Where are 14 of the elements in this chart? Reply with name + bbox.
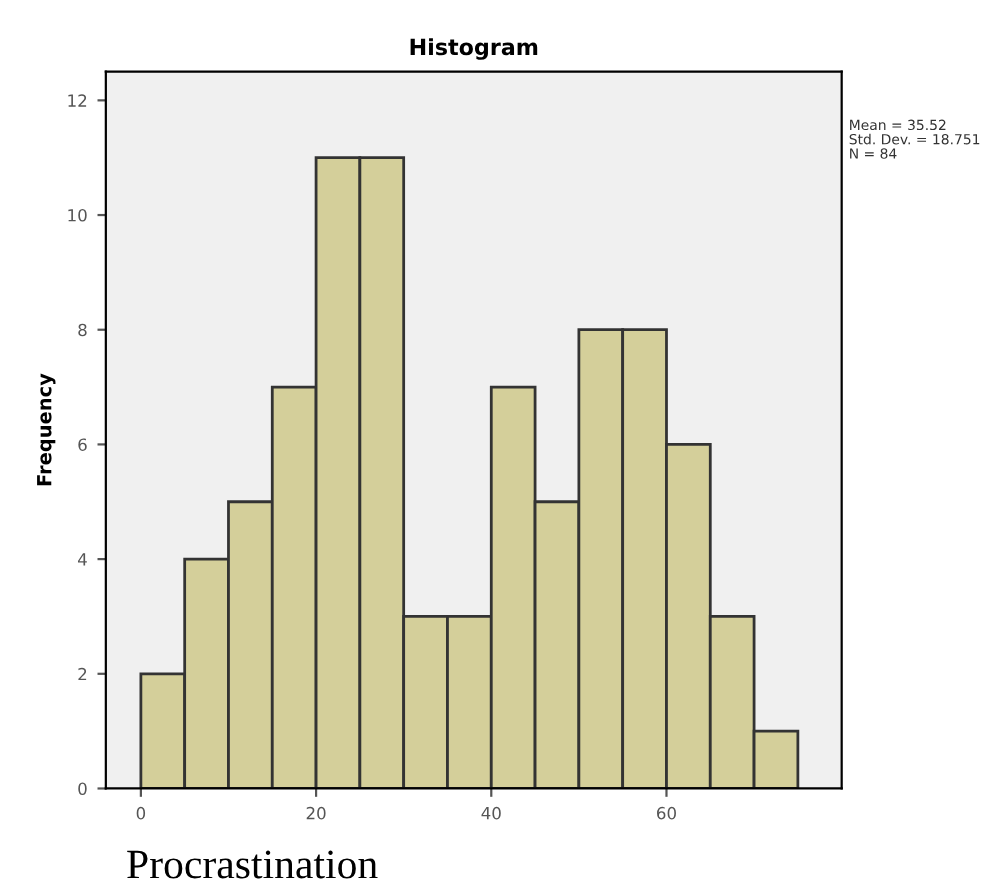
x-tick-label: 20 <box>306 806 326 820</box>
x-tick-label: 40 <box>481 806 501 820</box>
x-axis-title: Procrastination <box>127 850 378 879</box>
x-tick-label: 60 <box>657 806 676 820</box>
y-tick-label: 8 <box>78 323 87 337</box>
y-tick-label: 0 <box>78 782 87 796</box>
y-tick-label: 4 <box>78 553 87 566</box>
y-axis-title: Frequency <box>37 373 56 486</box>
y-tick-label: 10 <box>68 209 87 222</box>
y-tick-label: 12 <box>68 94 87 107</box>
chart-title: Histogram <box>410 38 538 60</box>
x-tick-label: 0 <box>136 806 146 820</box>
y-tick-label: 2 <box>78 667 87 681</box>
y-tick-label: 6 <box>78 438 87 451</box>
